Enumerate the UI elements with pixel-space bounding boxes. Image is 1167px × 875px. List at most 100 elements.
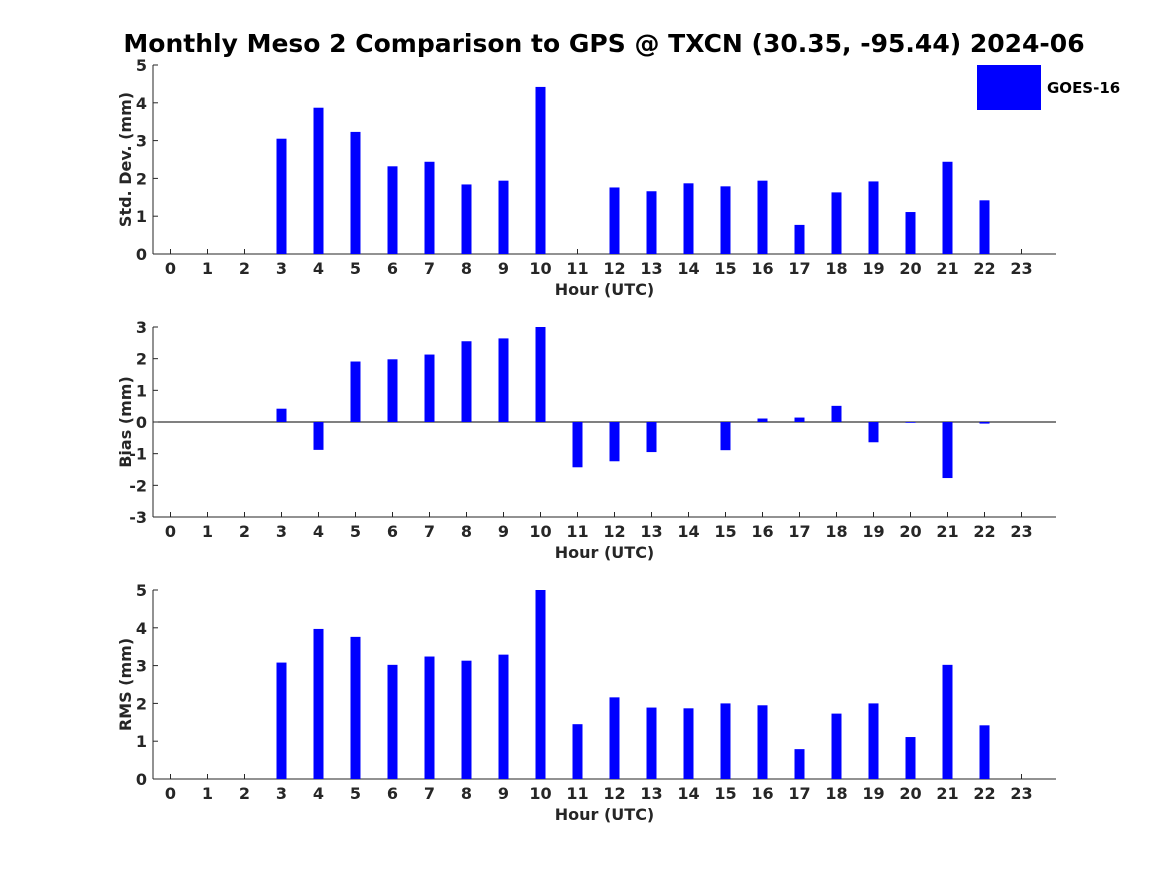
x-tick-label: 17: [788, 784, 810, 803]
x-tick-label: 16: [751, 784, 773, 803]
y-tick-label: 3: [136, 318, 147, 337]
x-tick-label: 13: [640, 259, 662, 278]
y-tick-label: 3: [136, 132, 147, 151]
bar: [609, 422, 620, 462]
x-tick-label: 14: [677, 784, 699, 803]
bar: [868, 181, 879, 254]
x-tick-label: 8: [461, 784, 472, 803]
bar: [313, 422, 324, 450]
bar: [313, 107, 324, 255]
bar: [720, 703, 731, 779]
x-tick-label: 9: [498, 522, 509, 541]
x-tick-label: 20: [899, 259, 921, 278]
x-axis-label: Hour (UTC): [555, 280, 655, 299]
x-tick-label: 17: [788, 259, 810, 278]
x-tick-label: 16: [751, 522, 773, 541]
bar: [387, 166, 398, 254]
bar: [831, 713, 842, 779]
x-tick-label: 12: [603, 522, 625, 541]
bar: [535, 327, 546, 422]
bar: [720, 186, 731, 254]
bar: [424, 354, 435, 422]
bar: [683, 708, 694, 779]
x-tick-label: 21: [936, 522, 958, 541]
bar: [868, 422, 879, 443]
y-tick-label: -3: [129, 508, 147, 527]
y-tick-label: 3: [136, 657, 147, 676]
x-tick-label: 5: [350, 784, 361, 803]
chart-title: Monthly Meso 2 Comparison to GPS @ TXCN …: [123, 29, 1084, 58]
x-tick-label: 21: [936, 784, 958, 803]
bar: [276, 138, 287, 254]
bar: [646, 707, 657, 779]
x-tick-label: 16: [751, 259, 773, 278]
x-tick-label: 1: [202, 522, 213, 541]
x-tick-label: 11: [566, 259, 588, 278]
x-tick-label: 6: [387, 259, 398, 278]
bar: [276, 662, 287, 779]
y-axis-label: Std. Dev. (mm): [116, 92, 135, 227]
x-tick-label: 0: [165, 259, 176, 278]
bar: [757, 705, 768, 779]
x-axis-label: Hour (UTC): [555, 543, 655, 562]
x-tick-label: 19: [862, 522, 884, 541]
bar: [942, 664, 953, 779]
bar: [572, 724, 583, 779]
bar: [461, 341, 472, 422]
x-axis-label: Hour (UTC): [555, 805, 655, 824]
bar: [831, 405, 842, 422]
y-tick-label: 0: [136, 413, 147, 432]
x-tick-label: 20: [899, 522, 921, 541]
legend-swatch: [977, 65, 1041, 110]
x-tick-label: 3: [276, 784, 287, 803]
x-tick-label: 7: [424, 784, 435, 803]
bar: [498, 654, 509, 779]
bar: [498, 338, 509, 422]
y-tick-label: 2: [136, 169, 147, 188]
x-tick-label: 9: [498, 259, 509, 278]
y-tick-label: 0: [136, 245, 147, 264]
x-tick-label: 22: [973, 259, 995, 278]
bar: [461, 184, 472, 254]
x-tick-label: 4: [313, 259, 324, 278]
bar: [609, 697, 620, 779]
x-tick-label: 23: [1010, 784, 1032, 803]
x-tick-label: 22: [973, 522, 995, 541]
bar: [905, 212, 916, 254]
x-tick-label: 8: [461, 259, 472, 278]
x-tick-label: 2: [239, 784, 250, 803]
bar: [572, 422, 583, 468]
x-tick-label: 10: [529, 259, 551, 278]
x-tick-label: 8: [461, 522, 472, 541]
y-axis-label: RMS (mm): [116, 638, 135, 731]
x-tick-label: 12: [603, 259, 625, 278]
bar: [757, 180, 768, 254]
x-tick-label: 18: [825, 784, 847, 803]
x-tick-label: 15: [714, 259, 736, 278]
y-tick-label: 2: [136, 694, 147, 713]
x-tick-label: 21: [936, 259, 958, 278]
bar: [868, 703, 879, 779]
bar: [609, 187, 620, 254]
x-tick-label: 4: [313, 784, 324, 803]
bar: [498, 180, 509, 254]
y-tick-label: 2: [136, 350, 147, 369]
x-tick-label: 6: [387, 522, 398, 541]
x-tick-label: 18: [825, 522, 847, 541]
x-tick-label: 23: [1010, 522, 1032, 541]
bar: [979, 422, 990, 424]
bar: [794, 749, 805, 779]
x-tick-label: 6: [387, 784, 398, 803]
bar: [979, 725, 990, 779]
x-tick-label: 18: [825, 259, 847, 278]
x-tick-label: 23: [1010, 259, 1032, 278]
bar: [350, 361, 361, 422]
x-tick-label: 12: [603, 784, 625, 803]
x-tick-label: 3: [276, 259, 287, 278]
x-tick-label: 3: [276, 522, 287, 541]
x-tick-label: 11: [566, 522, 588, 541]
x-tick-label: 20: [899, 784, 921, 803]
